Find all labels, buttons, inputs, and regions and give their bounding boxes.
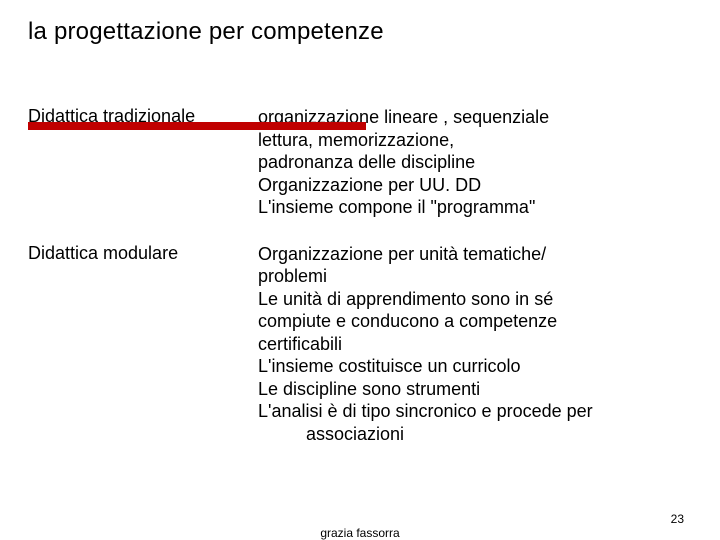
row-label: Didattica modulare	[28, 243, 258, 446]
content-line: Organizzazione per UU. DD	[258, 174, 682, 197]
content-line: padronanza delle discipline	[258, 151, 682, 174]
footer-author: grazia fassorra	[320, 526, 399, 540]
table-row: Didattica modulare Organizzazione per un…	[28, 243, 692, 446]
content-line: problemi	[258, 265, 682, 288]
page-number: 23	[671, 512, 684, 526]
content-line: Le unità di apprendimento sono in sé	[258, 288, 682, 311]
content-line: certificabili	[258, 333, 682, 356]
row-content: Organizzazione per unità tematiche/ prob…	[258, 243, 692, 446]
content-line: L'insieme compone il "programma"	[258, 196, 682, 219]
content-line: lettura, memorizzazione,	[258, 129, 682, 152]
content-line: Le discipline sono strumenti	[258, 378, 682, 401]
content-line: L'insieme costituisce un curricolo	[258, 355, 682, 378]
content-line: compiute e conducono a competenze	[258, 310, 682, 333]
content-line: associazioni	[258, 423, 682, 446]
content-line: L'analisi è di tipo sincronico e procede…	[258, 400, 682, 423]
content-line: Organizzazione per unità tematiche/	[258, 243, 682, 266]
slide-title: la progettazione per competenze	[28, 18, 692, 46]
accent-bar	[28, 122, 366, 130]
content-table: Didattica tradizionale organizzazione li…	[28, 106, 692, 445]
slide: la progettazione per competenze Didattic…	[0, 0, 720, 540]
